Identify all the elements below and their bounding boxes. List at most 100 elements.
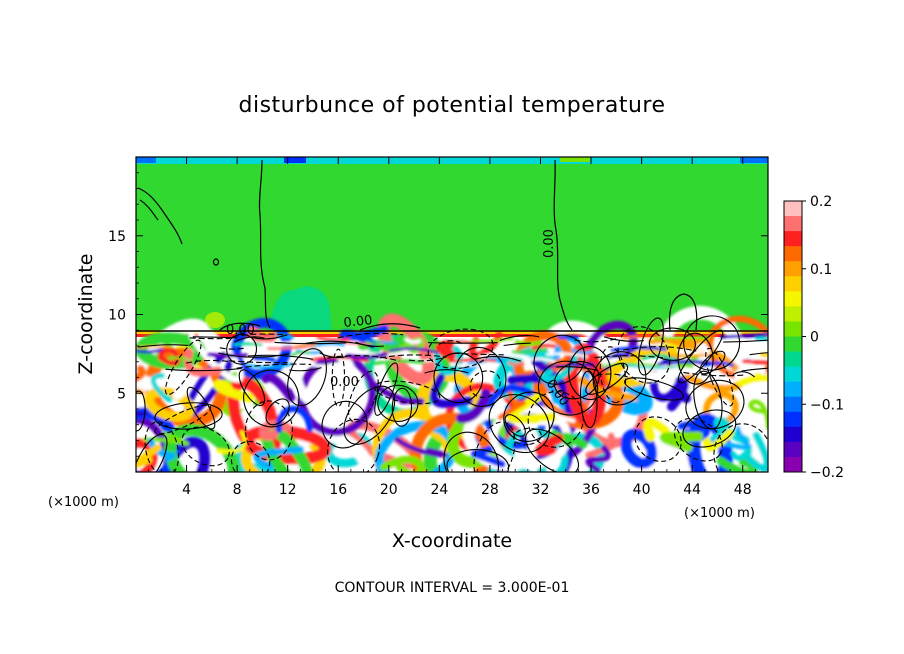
contour-line: [499, 335, 540, 342]
field-swirl: [142, 431, 190, 446]
contour-label: 0.00: [226, 323, 255, 338]
field-swirl: [379, 455, 425, 472]
field-eddy: [505, 427, 568, 472]
contour-line: [287, 348, 327, 407]
field-streak: [448, 358, 496, 363]
contour-line: [533, 334, 586, 385]
x-tick-label: 32: [532, 482, 550, 498]
contour-line: [229, 360, 288, 364]
contour-line: [327, 354, 400, 362]
field-swirl: [585, 444, 611, 472]
contour-line: [154, 402, 223, 430]
field-swirl: [150, 373, 173, 403]
x-axis: 4 8 12 16 20 24 28 32 36 40 44 48: [148, 157, 756, 498]
contour-line: [391, 387, 413, 427]
contour-line: [347, 370, 379, 423]
contour-line: [685, 379, 745, 430]
contour-line: [186, 359, 232, 364]
field-swirl: [538, 414, 576, 426]
y-tick-label: 15: [108, 229, 126, 245]
contour-labels: 0.00 0.00 0.00 0.00 0.00: [226, 229, 572, 409]
field-swirl: [213, 379, 255, 403]
colorbar-swatch: [784, 336, 802, 353]
field-streak: [511, 347, 548, 354]
field-swirl: [736, 372, 768, 386]
x-tick-label: 24: [430, 482, 448, 498]
contour-interval-note: CONTOUR INTERVAL = 3.000E-01: [335, 580, 570, 596]
y-axis: 5 10 15: [108, 172, 768, 457]
colorbar-swatch: [784, 456, 802, 473]
contour-line: [138, 344, 189, 348]
field-swirl: [716, 456, 759, 472]
contour-line: [637, 317, 664, 376]
contour-line: [164, 339, 202, 396]
contour-label: 0.00: [330, 375, 359, 390]
contour-line: [513, 427, 542, 446]
field-swirl: [630, 361, 692, 383]
field-swirl: [748, 399, 768, 430]
field-swirl: [216, 430, 247, 455]
contour-line: [165, 367, 242, 372]
contour-line: [592, 351, 647, 406]
field-streak: [622, 363, 677, 369]
contour-line: [443, 431, 499, 472]
field-streak: [760, 352, 768, 358]
colorbar-swatch: [784, 321, 802, 337]
contour-line: [677, 332, 714, 385]
field-swirl: [730, 447, 753, 461]
contour-line: [136, 433, 168, 472]
contour-line: [474, 356, 521, 362]
colorbar-swatch: [784, 366, 802, 383]
colorbar-swatch: [784, 291, 802, 307]
contour-line: [648, 327, 696, 361]
field-streak: [478, 352, 530, 361]
contour-line: [181, 426, 230, 467]
colorbar-swatch: [784, 276, 802, 292]
field-streak: [570, 347, 594, 355]
contour-label: 0.00: [542, 229, 557, 258]
field-swirl: [172, 383, 188, 400]
contour-line: [192, 336, 238, 339]
y-tick-label: 5: [117, 386, 126, 402]
x-axis-title: X-coordinate: [392, 530, 512, 552]
field-swirl: [261, 373, 296, 402]
field-swirl: [157, 346, 181, 366]
contour-line: [705, 347, 734, 407]
field-streak: [136, 347, 163, 354]
field-swirl: [585, 432, 619, 459]
field-streak: [246, 362, 294, 369]
x-tick-label: 36: [582, 482, 600, 498]
field-streak: [167, 356, 193, 363]
x-tick-label: 16: [329, 482, 347, 498]
field-swirl: [253, 445, 305, 470]
contour-line: [319, 352, 348, 359]
field-streak: [607, 353, 631, 360]
contour-line: [327, 418, 381, 472]
contour-label: 0.00: [343, 313, 373, 331]
field-eddy: [289, 428, 377, 472]
field-streak: [621, 334, 665, 340]
colorbar-swatch: [784, 201, 802, 217]
contour-line: [144, 421, 180, 472]
field-eddy: [136, 438, 158, 472]
colorbar-label: −0.1: [810, 397, 844, 413]
field-streak: [365, 340, 404, 347]
colorbar-label: 0: [810, 330, 819, 346]
x-tick-label: 20: [380, 482, 398, 498]
field-streak: [531, 343, 557, 351]
colorbar-swatch: [784, 381, 802, 398]
colorbar-swatch: [784, 351, 802, 368]
x-tick-label: 8: [233, 482, 242, 498]
contour-line: [568, 346, 612, 401]
contour-line: [252, 334, 288, 340]
field-streak: [653, 335, 709, 341]
colorbar-swatch: [784, 216, 802, 232]
field-streak: [514, 339, 544, 346]
field-eddy: [409, 412, 492, 472]
x-tick-label: 4: [182, 482, 191, 498]
colorbar-swatch: [784, 396, 802, 413]
contour-line: [154, 404, 212, 435]
contour-line: [683, 371, 746, 377]
top-band: [136, 157, 768, 164]
x-tick-label: 48: [734, 482, 752, 498]
